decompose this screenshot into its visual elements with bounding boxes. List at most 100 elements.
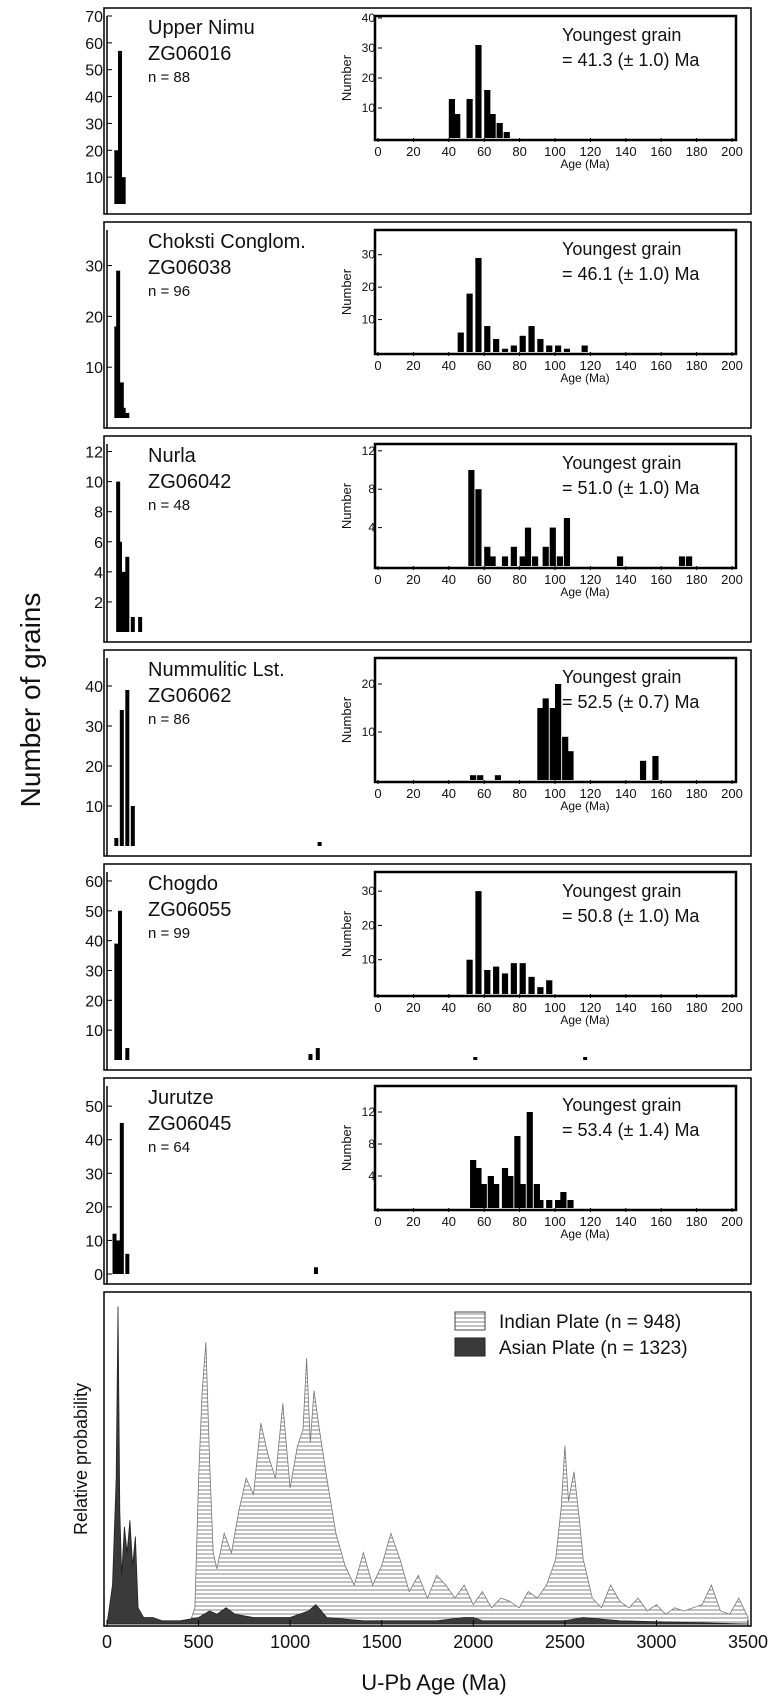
inset-x-tick-label: 160 [650,144,672,159]
inset-x-tick-label: 20 [406,786,420,801]
inset-x-tick-label: 60 [477,1000,491,1015]
inset-x-tick-label: 180 [686,1000,708,1015]
inset-histogram-bar [519,556,526,566]
inset-x-tick-label: 180 [686,572,708,587]
inset-x-tick-label: 60 [477,144,491,159]
inset-histogram-bar [457,332,464,352]
inset-x-tick-label: 60 [477,572,491,587]
inset-histogram-bar [475,1168,482,1208]
y-tick-label: 50 [85,904,103,921]
histogram-bar [121,571,126,632]
x-tick-label: 0 [102,1632,112,1652]
inset-y-tick-label: 12 [362,1105,376,1119]
sample-id-label: ZG06055 [148,899,231,921]
sample-id-label: ZG06042 [148,471,231,493]
inset-x-tick-label: 100 [544,572,566,587]
y-tick-label: 10 [85,475,103,492]
panel-frame [103,435,752,643]
inset-x-tick-label: 0 [374,572,381,587]
inset-histogram-bar [454,114,461,138]
youngest-grain-label: Youngest grain [562,453,681,473]
inset-histogram-bar [466,99,473,138]
histogram-bar [125,1253,130,1274]
sample-count-label: n = 48 [148,497,190,514]
y-tick-label: 20 [85,143,103,160]
inset-y-tick-label: 12 [362,444,376,458]
inset-x-tick-label: 40 [442,786,456,801]
histogram-bar [119,1122,124,1274]
inset-y-tick-label: 20 [362,918,376,932]
histogram-bar [121,407,126,418]
inset-x-tick-label: 180 [686,1214,708,1229]
histogram-bar [308,1054,313,1060]
inset-histogram-bar [537,987,544,994]
inset-x-tick-label: 20 [406,358,420,373]
inset-y-axis-label: Number [339,910,354,957]
inset-histogram-bar [493,1184,500,1208]
inset-histogram-bar [484,90,491,138]
y-tick-label: 30 [85,116,103,133]
youngest-grain-value: = 51.0 (± 1.0) Ma [562,478,700,498]
inset-histogram-bar [652,756,659,780]
inset-x-tick-label: 120 [580,572,602,587]
inset-y-tick-label: 8 [368,482,375,496]
inset-histogram-bar [555,345,562,352]
inset-histogram-bar [489,556,496,566]
inset-x-tick-label: 40 [442,358,456,373]
inset-y-tick-label: 8 [368,1137,375,1151]
inset-histogram-bar [556,556,563,566]
y-tick-label: 10 [85,360,103,377]
sample-id-label: ZG06062 [148,685,231,707]
inset-histogram-bar [494,775,502,780]
histogram-bar [125,412,130,418]
y-tick-label: 4 [94,565,103,582]
y-tick-label: 20 [85,1200,103,1217]
y-tick-label: 8 [94,505,103,522]
inset-x-axis-label: Age (Ma) [560,371,609,385]
inset-y-tick-label: 30 [362,884,376,898]
inset-histogram-bar [639,760,647,780]
inset-y-tick-label: 20 [362,677,376,691]
inset-histogram-bar [466,293,473,352]
inset-histogram-bar [567,751,574,780]
inset-x-tick-label: 20 [406,1214,420,1229]
x-tick-label: 500 [184,1632,214,1652]
inset-histogram-bar [507,1176,514,1208]
inset-x-tick-label: 200 [721,786,743,801]
y-tick-label: 70 [85,9,103,26]
panel-2: 10 20 30 Choksti Conglom. ZG06038 n = 96 10 20 3… [85,221,752,429]
inset-histogram-bar [468,470,475,566]
inset-x-axis-label: Age (Ma) [560,1013,609,1027]
inset-x-tick-label: 120 [580,144,602,159]
youngest-grain-label: Youngest grain [562,25,681,45]
inset-y-axis-label: Number [339,54,354,101]
y-tick-label: 20 [85,309,103,326]
inset-histogram-bar [503,132,510,138]
inset-x-tick-label: 120 [580,1000,602,1015]
inset-y-tick-label: 10 [362,313,376,327]
inset-y-tick-label: 10 [362,101,376,115]
youngest-grain-label: Youngest grain [562,667,681,687]
inset-histogram-bar [567,1200,574,1208]
asian-plate-area [106,1306,749,1625]
inset-histogram-bar [489,114,496,138]
probability-panel: 0 500 1000 1500 2000 2500 3000 3500 Relative pro… [71,1291,768,1652]
inset-x-tick-label: 100 [544,358,566,373]
panel-frame [103,7,752,215]
inset-x-tick-label: 40 [442,572,456,587]
inset-histogram-bar [542,546,549,566]
inset-y-tick-label: 30 [362,41,376,55]
histogram-bar [125,690,130,846]
inset-histogram-bar [531,556,539,566]
inset-x-tick-label: 0 [374,144,381,159]
sample-count-label: n = 99 [148,925,190,942]
inset-x-tick-label: 180 [686,358,708,373]
indian-plate-area [107,1342,749,1625]
inset-x-axis-label: Age (Ma) [560,157,609,171]
panel-5: 10 20 30 40 50 60 Chogdo ZG06055 n = 99 10 20 30 0 20… [85,863,752,1071]
legend-label-asian: Asian Plate (n = 1323) [499,1338,688,1359]
inset-frame [373,14,738,142]
sample-location-label: Choksti Conglom. [148,231,306,253]
inset-histogram-bar [480,1184,487,1208]
